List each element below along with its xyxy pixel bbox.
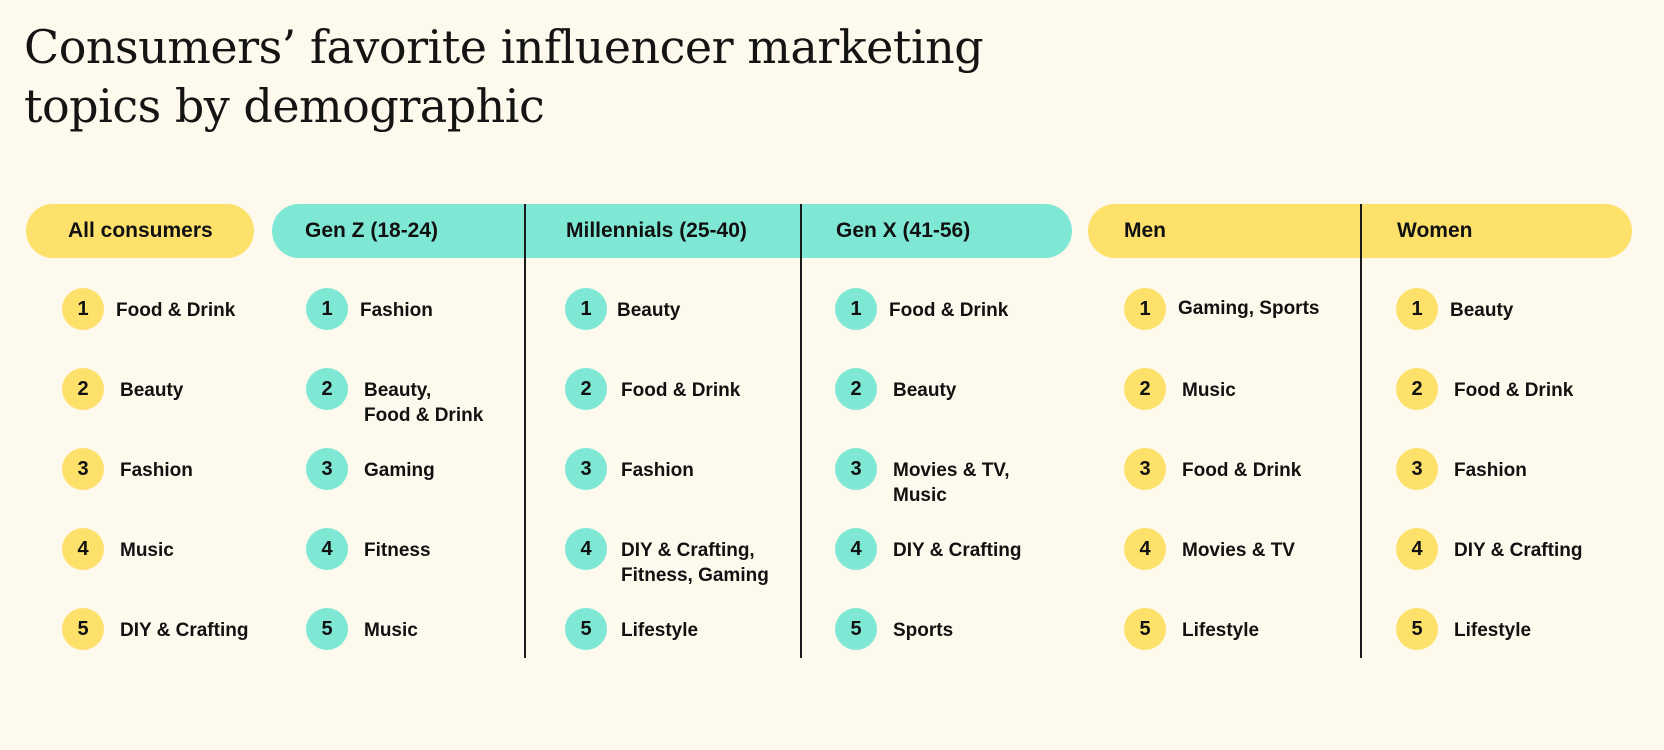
topic-label: Sports	[893, 620, 954, 641]
generations-header-pill	[272, 204, 1072, 258]
column-header-gen-z: Gen Z (18-24)	[305, 219, 439, 242]
rank-badge: 4	[1396, 528, 1438, 570]
topic-label: Fashion	[120, 460, 193, 481]
column-divider	[524, 204, 526, 658]
topic-label: Food & Drink	[621, 380, 741, 401]
topic-label: DIY & Crafting	[120, 620, 249, 641]
column-header-gen-x: Gen X (41-56)	[836, 219, 971, 242]
rank-badge: 3	[835, 448, 877, 490]
rank-badge: 4	[306, 528, 348, 570]
rank-badge: 5	[62, 608, 104, 650]
title-line-2: topics by demographic	[24, 79, 545, 133]
topic-label: Music	[1182, 380, 1236, 401]
column-header-men: Men	[1124, 219, 1166, 242]
rank-badge: 4	[835, 528, 877, 570]
topic-label: Fashion	[621, 460, 694, 481]
rank-badge: 5	[306, 608, 348, 650]
rank-badge: 5	[565, 608, 607, 650]
rank-badge: 3	[1396, 448, 1438, 490]
rank-badge: 4	[62, 528, 104, 570]
rank-badge: 1	[1396, 288, 1438, 330]
topic-label: Music	[364, 620, 418, 641]
topic-label: Lifestyle	[621, 620, 699, 641]
rank-badge: 1	[306, 288, 348, 330]
rank-badge: 1	[1124, 288, 1166, 330]
rank-badge: 3	[565, 448, 607, 490]
topic-label: Beauty, Food & Drink	[364, 380, 484, 426]
rank-badge: 2	[1124, 368, 1166, 410]
topic-label: Fashion	[360, 300, 433, 321]
topic-label: Music	[120, 540, 174, 561]
rank-badge: 1	[835, 288, 877, 330]
topic-label: Food & Drink	[889, 300, 1009, 321]
topic-label: Beauty	[893, 380, 957, 401]
topic-label: DIY & Crafting	[893, 540, 1022, 561]
rank-badge: 2	[565, 368, 607, 410]
topic-label: Beauty	[120, 380, 184, 401]
topic-label: Food & Drink	[1454, 380, 1574, 401]
rank-badge: 4	[1124, 528, 1166, 570]
rank-badge: 2	[835, 368, 877, 410]
rank-badge: 3	[1124, 448, 1166, 490]
rank-badge: 5	[1124, 608, 1166, 650]
topic-label: DIY & Crafting	[1454, 540, 1583, 561]
rank-badge: 3	[62, 448, 104, 490]
topic-label: DIY & Crafting, Fitness, Gaming	[621, 540, 769, 586]
topic-label: Beauty	[1450, 300, 1514, 321]
rank-badge: 2	[62, 368, 104, 410]
topic-label: Lifestyle	[1182, 620, 1260, 641]
topic-label: Gaming, Sports	[1178, 298, 1320, 319]
rank-badge: 3	[306, 448, 348, 490]
topic-label: Lifestyle	[1454, 620, 1532, 641]
page-title: Consumers’ favorite influencer marketing…	[24, 18, 1064, 136]
title-line-1: Consumers’ favorite influencer marketing	[24, 20, 984, 74]
rank-badge: 1	[565, 288, 607, 330]
rank-badge: 5	[1396, 608, 1438, 650]
column-divider	[800, 204, 802, 658]
column-header-millennials: Millennials (25-40)	[566, 219, 747, 242]
topic-label: Fitness	[364, 540, 431, 561]
rank-badge: 4	[565, 528, 607, 570]
rank-badge: 5	[835, 608, 877, 650]
topic-label: Food & Drink	[116, 300, 236, 321]
topic-label: Movies & TV	[1182, 540, 1295, 561]
column-header-all-consumers: All consumers	[68, 219, 213, 242]
column-header-women: Women	[1397, 219, 1473, 242]
topic-label: Movies & TV, Music	[893, 460, 1010, 506]
topic-label: Beauty	[617, 300, 681, 321]
topic-label: Fashion	[1454, 460, 1527, 481]
rank-badge: 2	[306, 368, 348, 410]
topic-label: Gaming	[364, 460, 435, 481]
column-divider	[1360, 204, 1362, 658]
topic-label: Food & Drink	[1182, 460, 1302, 481]
all-consumers-header-pill	[26, 204, 254, 258]
rank-badge: 1	[62, 288, 104, 330]
rank-badge: 2	[1396, 368, 1438, 410]
